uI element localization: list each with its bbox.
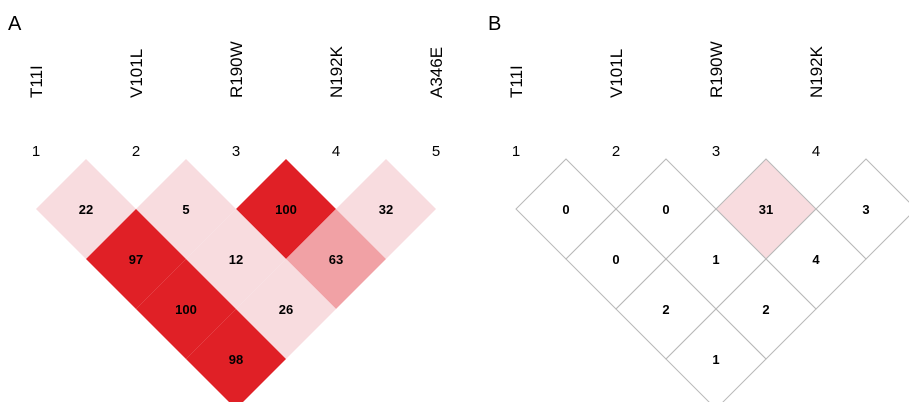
- marker-label: A346E: [427, 47, 446, 98]
- ld-cell-value: 97: [129, 252, 143, 267]
- marker-label: N192K: [807, 45, 826, 98]
- ld-cell-value: 2: [662, 302, 669, 317]
- ld-cell-value: 98: [229, 352, 243, 367]
- marker-label: R190W: [707, 41, 726, 98]
- ld-cell: [665, 308, 767, 402]
- ld-cell-value: 31: [759, 202, 773, 217]
- ld-cell-value: 0: [612, 252, 619, 267]
- ld-cell-value: 0: [662, 202, 669, 217]
- ld-cell-value: 32: [379, 202, 393, 217]
- marker-label: N192K: [327, 45, 346, 98]
- marker-label: V101L: [607, 49, 626, 98]
- snp-index: 5: [432, 143, 440, 160]
- ld-cell-value: 63: [329, 252, 343, 267]
- snp-index: 1: [32, 143, 40, 160]
- ld-cell-value: 2: [762, 302, 769, 317]
- marker-label: R190W: [227, 41, 246, 98]
- ld-cell-value: 1: [712, 252, 719, 267]
- ld-cell-value: 100: [275, 202, 297, 217]
- ld-cell-value: 3: [862, 202, 869, 217]
- panel-letter: A: [8, 13, 22, 35]
- ld-cell-value: 4: [812, 252, 820, 267]
- ld-cell: [186, 309, 286, 402]
- marker-label: A346E: [907, 47, 909, 98]
- marker-label: V101L: [127, 49, 146, 98]
- marker-label: T11I: [507, 65, 526, 98]
- panel-letter: B: [488, 13, 501, 35]
- snp-index: 3: [232, 143, 240, 160]
- ld-cell-value: 12: [229, 252, 243, 267]
- ld-cell-value: 100: [175, 302, 197, 317]
- ld-cell-value: 0: [562, 202, 569, 217]
- snp-index: 4: [812, 143, 820, 160]
- snp-index: 3: [712, 143, 720, 160]
- ld-cell-value: 26: [279, 302, 293, 317]
- panel-b: B 0 0 31 3 0 1 4 2 2 1 T11I V101L R190W N192K A346E 1 2 3 4…: [488, 13, 909, 402]
- ld-cell-value: 5: [182, 202, 189, 217]
- ld-cell-value: 1: [712, 352, 719, 367]
- snp-index: 4: [332, 143, 340, 160]
- marker-label: T11I: [27, 65, 46, 98]
- snp-index: 2: [612, 143, 620, 160]
- snp-index: 2: [132, 143, 140, 160]
- snp-index: 1: [512, 143, 520, 160]
- ld-cell-value: 22: [79, 202, 93, 217]
